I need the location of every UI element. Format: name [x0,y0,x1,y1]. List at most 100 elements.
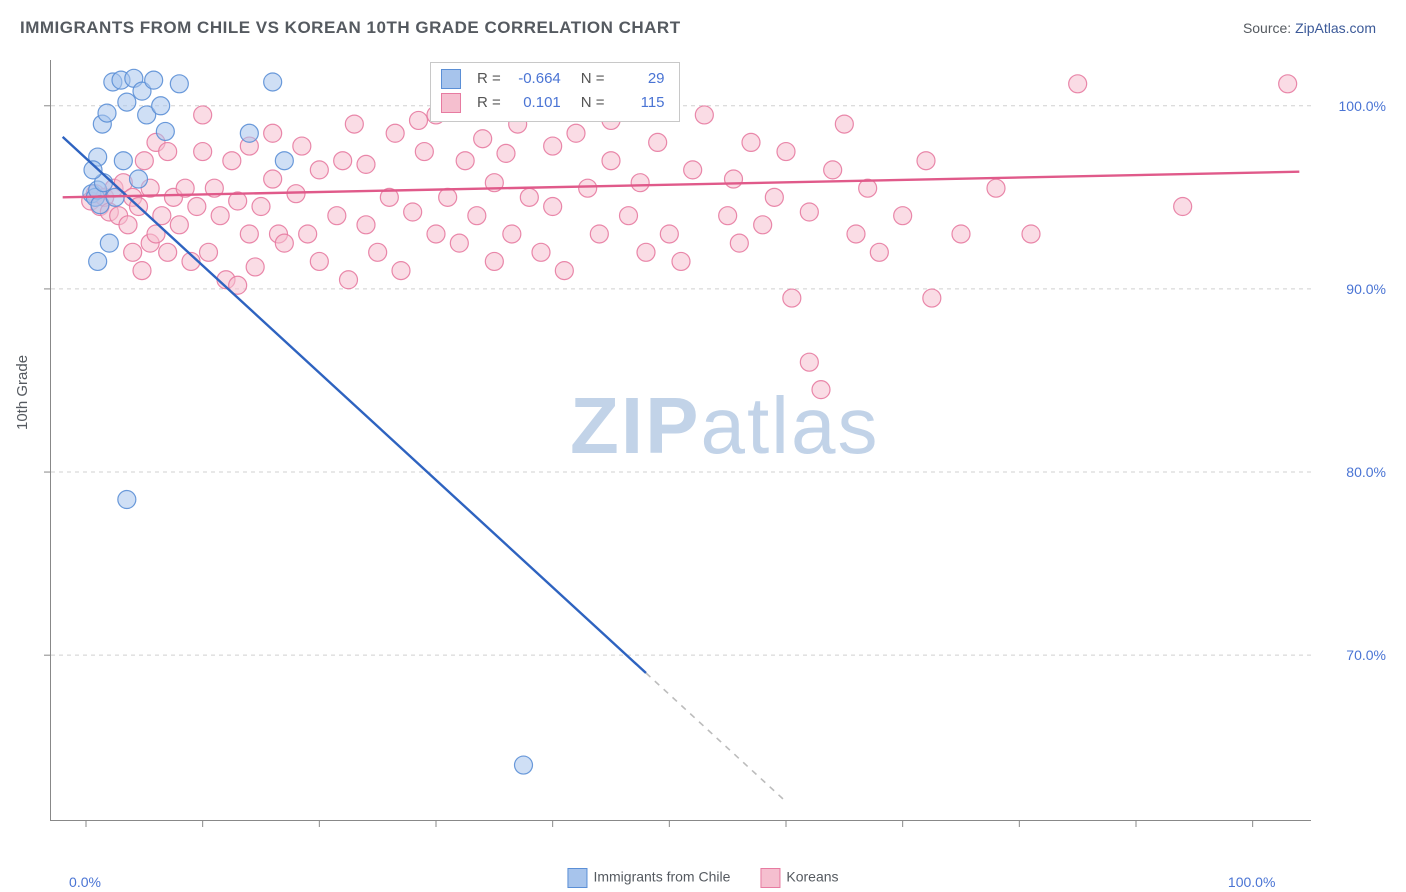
data-point [894,207,912,225]
data-point [917,152,935,170]
data-point [474,130,492,148]
data-point [264,170,282,188]
data-point [275,234,293,252]
data-point [777,143,795,161]
data-point [223,152,241,170]
data-point [357,155,375,173]
data-point [100,234,118,252]
legend-swatch [567,868,587,888]
data-point [684,161,702,179]
data-point [145,71,163,89]
data-point [410,111,428,129]
y-tick-label: 90.0% [1346,281,1386,297]
y-axis-label: 10th Grade [14,355,31,430]
data-point [783,289,801,307]
data-point [194,106,212,124]
data-point [194,143,212,161]
data-point [649,133,667,151]
data-point [293,137,311,155]
data-point [386,124,404,142]
data-point [119,216,137,234]
source-link[interactable]: ZipAtlas.com [1295,20,1376,36]
data-point [719,207,737,225]
data-point [532,243,550,261]
source-label: Source: [1243,20,1291,36]
trend-line [63,137,646,673]
data-point [987,179,1005,197]
data-point [1022,225,1040,243]
data-point [450,234,468,252]
data-point [660,225,678,243]
data-point [1069,75,1087,93]
chart-svg [51,60,1311,820]
data-point [392,262,410,280]
legend-swatch [441,93,461,113]
data-point [468,207,486,225]
chart-title: IMMIGRANTS FROM CHILE VS KOREAN 10TH GRA… [20,18,681,38]
data-point [310,161,328,179]
plot-area [50,60,1311,821]
data-point [870,243,888,261]
trend-line [63,172,1300,198]
data-point [118,93,136,111]
data-point [567,124,585,142]
legend-item: Immigrants from Chile [567,868,730,888]
data-point [240,124,258,142]
data-point [695,106,713,124]
data-point [824,161,842,179]
data-point [800,203,818,221]
data-point [310,252,328,270]
data-point [503,225,521,243]
data-point [415,143,433,161]
data-point [159,143,177,161]
data-point [114,152,132,170]
x-tick-label: 0.0% [69,874,101,890]
data-point [188,198,206,216]
data-point [124,243,142,261]
data-point [98,104,116,122]
data-point [515,756,533,774]
data-point [427,225,445,243]
data-point [847,225,865,243]
data-point [439,188,457,206]
data-point [170,216,188,234]
data-point [240,225,258,243]
data-point [264,73,282,91]
data-point [264,124,282,142]
data-point [357,216,375,234]
data-point [118,491,136,509]
data-point [340,271,358,289]
data-point [159,243,177,261]
data-point [812,381,830,399]
data-point [800,353,818,371]
data-point [602,152,620,170]
y-tick-label: 80.0% [1346,464,1386,480]
data-point [152,97,170,115]
legend-item: Koreans [760,868,838,888]
data-point [369,243,387,261]
data-point [133,262,151,280]
data-point [211,207,229,225]
stats-row: R =-0.664N =29 [441,67,665,91]
data-point [754,216,772,234]
data-point [620,207,638,225]
data-point [485,252,503,270]
data-point [742,133,760,151]
trend-line-extrapolated [646,673,786,802]
data-point [730,234,748,252]
data-point [246,258,264,276]
data-point [544,198,562,216]
data-point [765,188,783,206]
bottom-legend: Immigrants from Chile Koreans [567,868,838,888]
data-point [544,137,562,155]
data-point [130,170,148,188]
stats-row: R =0.101N =115 [441,91,665,115]
data-point [923,289,941,307]
data-point [156,122,174,140]
legend-swatch [441,69,461,89]
data-point [952,225,970,243]
data-point [579,179,597,197]
data-point [299,225,317,243]
legend-swatch [760,868,780,888]
data-point [555,262,573,280]
